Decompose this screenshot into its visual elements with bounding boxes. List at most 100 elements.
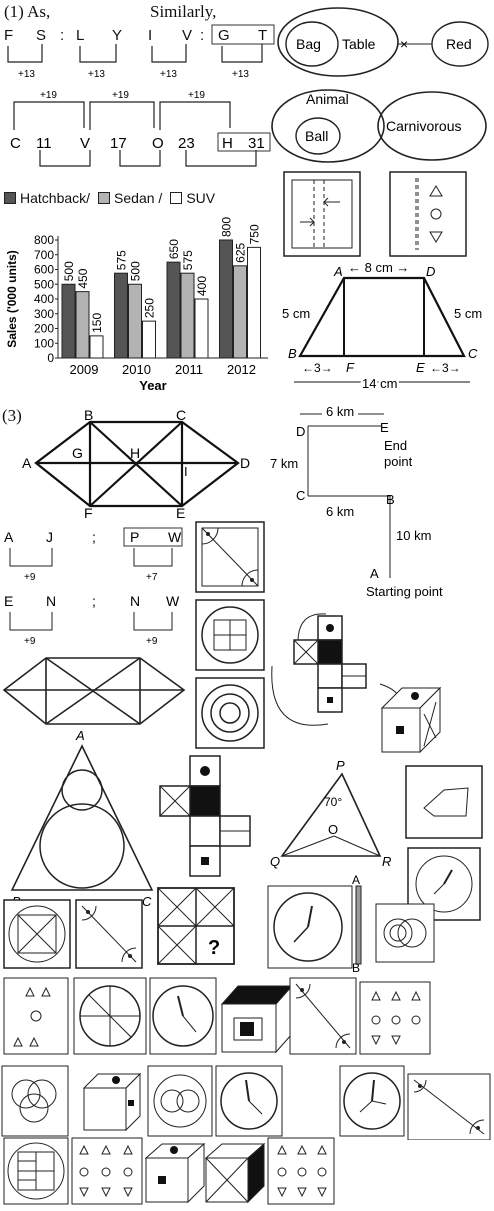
sales-bar-chart: Sales ('000 units)0100200300400500600700… xyxy=(5,217,268,393)
route-A: A xyxy=(370,566,379,581)
letter: G xyxy=(218,27,230,44)
letter-shift-diagram-2: +19 +19 +19 C 11 V 17 O 23 H 31 xyxy=(10,90,271,167)
figure-row-3 xyxy=(1,1065,491,1140)
bar-value-label: 400 xyxy=(195,276,209,296)
legend-label: Hatchback/ xyxy=(20,190,91,206)
seq-item: 31 xyxy=(248,135,265,152)
trap-top-length: ← 8 cm → xyxy=(348,260,409,275)
seq-item: 11 xyxy=(36,135,52,152)
bar-value-label: 650 xyxy=(167,239,181,259)
venn-bag-table-red: × Bag Table Red xyxy=(277,7,489,77)
venn-label: Ball xyxy=(305,128,328,144)
vertex-C: C xyxy=(468,346,478,361)
vertex-C: C xyxy=(142,894,152,909)
angle-label: 70° xyxy=(324,795,342,809)
bar xyxy=(142,320,156,359)
seq-item: 23 xyxy=(178,135,195,152)
pqr-triangle: P 70° O Q R xyxy=(270,758,391,869)
pair-letter: P xyxy=(130,529,139,545)
letter: T xyxy=(258,27,267,44)
y-tick-label: 100 xyxy=(34,336,54,350)
kite-figure xyxy=(2,657,186,725)
chart-legend: Hatchback/ Sedan / SUV xyxy=(4,190,215,206)
y-tick-label: 800 xyxy=(34,233,54,247)
vertex-Q: Q xyxy=(270,854,280,869)
quadrant-puzzle: ? xyxy=(157,887,235,965)
letter: Y xyxy=(112,27,122,44)
vertex-A: A xyxy=(75,728,85,743)
route-B: B xyxy=(386,492,395,507)
vertex-B: B xyxy=(288,346,297,361)
plus13-label: +13 xyxy=(160,69,177,80)
venn-label: Red xyxy=(446,36,472,52)
route-start: Starting point xyxy=(366,584,443,599)
dice-net-arrows xyxy=(271,613,442,754)
venn-label: Carnivorous xyxy=(386,118,461,134)
plus13-label: +13 xyxy=(88,69,105,80)
point-E: E xyxy=(176,505,185,518)
route-end: End xyxy=(384,438,407,453)
trap-bl: ←3→ xyxy=(302,361,333,375)
seq-item: V xyxy=(80,135,90,152)
pair-letter: N xyxy=(46,593,56,609)
vertex-P: P xyxy=(336,758,345,773)
trapezium-diagram: ← 8 cm → A D 5 cm 5 cm B C F E ←3→ ←3→ 1… xyxy=(282,260,482,394)
point-C: C xyxy=(176,408,186,423)
y-tick-label: 500 xyxy=(34,277,54,291)
seq-item: 17 xyxy=(110,135,127,152)
y-axis-label: Sales ('000 units) xyxy=(5,250,19,348)
venn-label: Animal xyxy=(306,91,349,107)
letter: V xyxy=(182,27,192,44)
clock-mirror: A B xyxy=(267,873,362,972)
trap-br: ←3→ xyxy=(430,361,461,375)
route-diagram: 6 km D E End point 7 km C B 6 km 10 km A… xyxy=(270,404,443,599)
bar-value-label: 800 xyxy=(220,217,234,237)
section-3-heading: (3) xyxy=(2,406,22,425)
plus9-label: +9 xyxy=(24,572,36,583)
bar xyxy=(128,283,142,359)
cross-icon: × xyxy=(400,36,408,52)
venn-animal-ball-carnivorous: Animal Ball Carnivorous xyxy=(271,89,487,163)
route-D: D xyxy=(296,424,305,439)
figure-row-2 xyxy=(3,977,431,1055)
y-tick-label: 700 xyxy=(34,248,54,262)
letter: S xyxy=(36,27,46,44)
letter-pairs: A J ; P W E N ; N W +9 +7 +9 +9 xyxy=(4,527,183,646)
route-end-point: point xyxy=(384,454,413,469)
figure-row-1 xyxy=(3,899,143,969)
y-tick-label: 300 xyxy=(34,307,54,321)
bar-value-label: 250 xyxy=(143,298,157,318)
point-F: F xyxy=(84,505,93,518)
bar xyxy=(180,272,195,359)
pair-letter: W xyxy=(166,593,180,609)
hexagon-figure: B C A D G H I F E xyxy=(22,408,250,518)
trap-bottom-length: 14 cm xyxy=(362,376,397,391)
point-D: D xyxy=(240,455,250,471)
colon: : xyxy=(200,27,204,44)
bar xyxy=(194,298,209,359)
bar xyxy=(75,291,90,359)
y-tick-label: 0 xyxy=(47,351,54,365)
bar xyxy=(219,239,233,359)
bar xyxy=(233,265,247,359)
seq-item: C xyxy=(10,135,21,152)
triangle-circles: A B C xyxy=(10,728,154,909)
bar xyxy=(61,283,76,359)
bar xyxy=(89,335,104,359)
trap-left-length: 5 cm xyxy=(282,306,310,321)
two-circles-box xyxy=(375,903,435,963)
vertex-E: E xyxy=(416,360,425,375)
plus7-label: +7 xyxy=(146,572,158,583)
letter: F xyxy=(4,27,13,44)
legend-label: SUV xyxy=(186,190,216,206)
pair-letter: W xyxy=(168,529,182,545)
pair-sep: ; xyxy=(92,529,96,545)
bar xyxy=(166,261,181,359)
trap-right-length: 5 cm xyxy=(454,306,482,321)
plus9-label: +9 xyxy=(24,636,36,646)
x-tick-label: 2011 xyxy=(175,362,203,377)
legend-label: Sedan / xyxy=(114,190,163,206)
legend-swatch xyxy=(4,192,16,204)
plus19-label: +19 xyxy=(40,90,57,101)
letter: I xyxy=(148,27,152,44)
